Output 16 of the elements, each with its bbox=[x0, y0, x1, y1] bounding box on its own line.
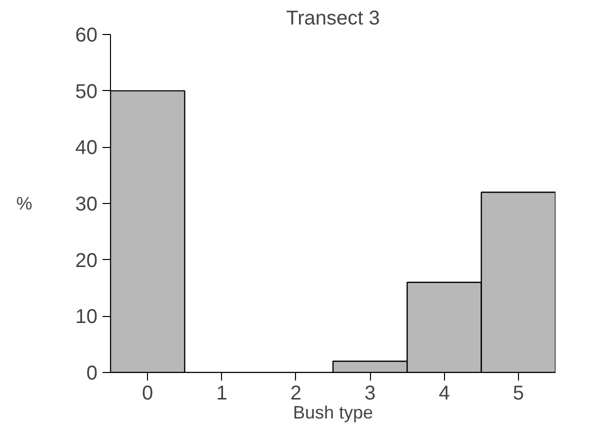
x-tick-label: 3 bbox=[364, 382, 376, 404]
chart-title: Transect 3 bbox=[286, 8, 380, 30]
x-axis-title: Bush type bbox=[292, 402, 374, 422]
y-tick-label: 30 bbox=[75, 194, 98, 216]
y-tick-label: 10 bbox=[75, 306, 98, 328]
x-tick-label: 0 bbox=[142, 382, 154, 404]
x-tick-label: 5 bbox=[512, 382, 524, 404]
y-tick-label: 20 bbox=[75, 250, 98, 272]
x-tick-label: 1 bbox=[216, 382, 228, 404]
y-tick-label: 50 bbox=[75, 80, 98, 103]
x-tick-label: 2 bbox=[290, 382, 302, 404]
y-tick-label: 40 bbox=[75, 137, 98, 160]
y-axis-title: % bbox=[16, 194, 32, 214]
y-tick-label: 0 bbox=[86, 362, 98, 384]
x-tick-label: 4 bbox=[438, 382, 450, 404]
y-tick-label: 60 bbox=[75, 24, 98, 46]
